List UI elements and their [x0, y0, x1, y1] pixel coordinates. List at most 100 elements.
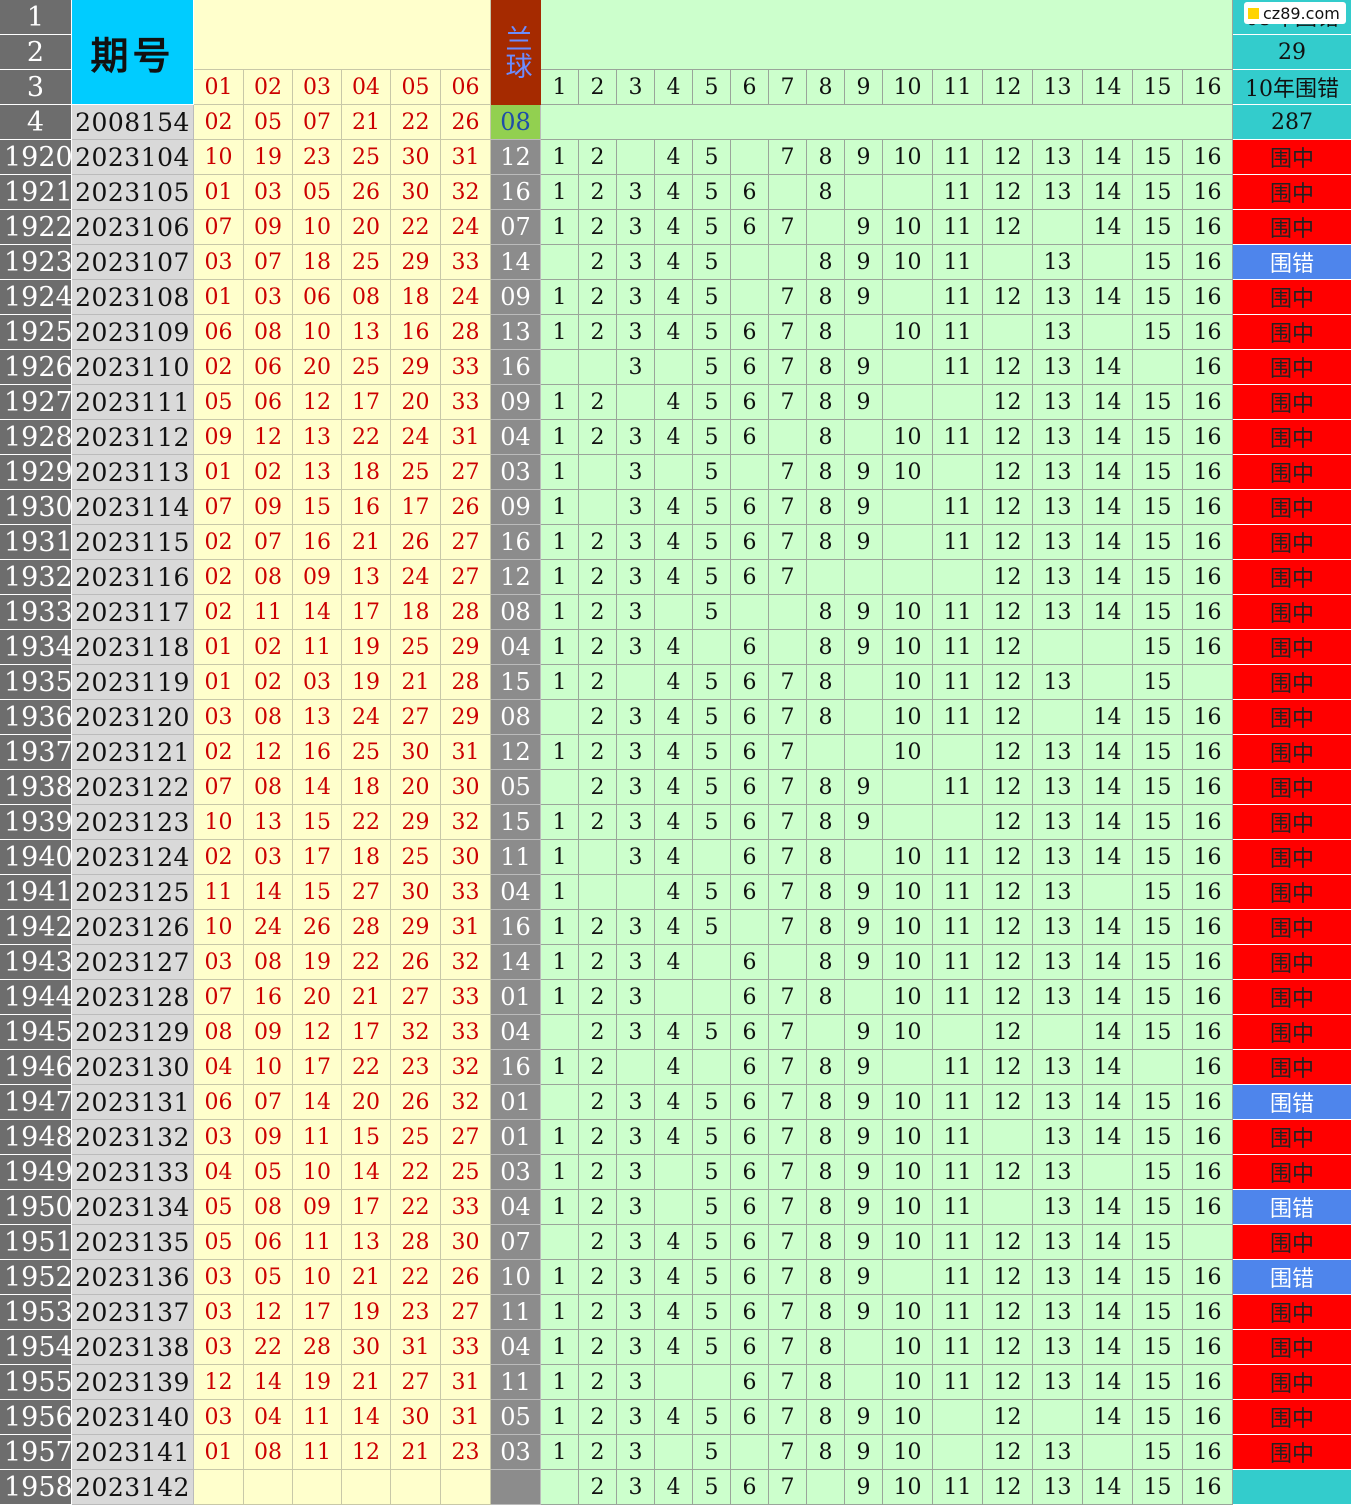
candidate-number-cell: 3	[617, 1365, 655, 1400]
status-cell: 围中	[1233, 1120, 1352, 1155]
candidate-number-cell: 13	[1033, 1225, 1083, 1260]
candidate-number-cell: 16	[1183, 1295, 1233, 1330]
candidate-number-cell	[845, 1365, 883, 1400]
red-ball-cell: 08	[244, 560, 293, 595]
candidate-number-cell: 3	[617, 945, 655, 980]
candidate-number-cell: 13	[1033, 980, 1083, 1015]
candidate-number-cell: 11	[933, 175, 983, 210]
candidate-number-cell: 9	[845, 1470, 883, 1505]
candidate-number-cell	[693, 945, 731, 980]
candidate-number-cell: 4	[655, 1470, 693, 1505]
candidate-number-cell: 7	[769, 840, 807, 875]
red-ball-cell: 18	[342, 840, 391, 875]
red-ball-cell: 01	[194, 175, 244, 210]
red-ball-cell: 06	[244, 350, 293, 385]
red-ball-cell: 19	[342, 665, 391, 700]
candidate-number-cell: 12	[983, 560, 1033, 595]
issue-cell: 2023135	[72, 1225, 194, 1260]
candidate-number-cell	[983, 1190, 1033, 1225]
red-ball-cell: 07	[194, 490, 244, 525]
candidate-number-cell: 2	[579, 1050, 617, 1085]
candidate-number-cell: 16	[1183, 805, 1233, 840]
row-number: 3	[0, 70, 72, 105]
issue-cell: 2023141	[72, 1435, 194, 1470]
candidate-number-cell: 13	[1033, 910, 1083, 945]
candidate-number-cell	[655, 980, 693, 1015]
candidate-number-cell: 4	[655, 770, 693, 805]
candidate-number-cell: 1	[541, 525, 579, 560]
red-ball-cell: 07	[194, 770, 244, 805]
issue-column-header: 期号	[72, 0, 194, 105]
red-ball-cell: 15	[293, 805, 342, 840]
candidate-number-cell: 1	[541, 805, 579, 840]
candidate-number-cell: 6	[731, 560, 769, 595]
candidate-number-cell: 4	[655, 700, 693, 735]
blue-ball-cell: 13	[491, 315, 541, 350]
candidate-number-cell: 13	[1033, 840, 1083, 875]
row-number: 4	[0, 105, 72, 140]
row-number: 1936	[0, 700, 72, 735]
candidate-number-cell: 8	[807, 910, 845, 945]
candidate-number-cell	[983, 245, 1033, 280]
candidate-number-cell: 12	[983, 770, 1033, 805]
candidate-number-cell: 3	[617, 1155, 655, 1190]
issue-cell: 2023106	[72, 210, 194, 245]
candidate-number-cell	[579, 350, 617, 385]
blue-ball-cell: 11	[491, 1365, 541, 1400]
candidate-number-cell: 6	[731, 1365, 769, 1400]
status-cell: 围中	[1233, 350, 1352, 385]
candidate-number-cell: 16	[1183, 945, 1233, 980]
status-cell: 围中	[1233, 175, 1352, 210]
candidate-number-cell: 15	[1133, 770, 1183, 805]
red-ball-cell: 17	[293, 840, 342, 875]
red-ball-cell: 19	[342, 630, 391, 665]
candidate-number-cell: 4	[655, 1400, 693, 1435]
candidate-number-cell: 10	[883, 840, 933, 875]
candidate-number-cell: 14	[1083, 140, 1133, 175]
candidate-number-cell: 2	[579, 1225, 617, 1260]
candidate-number-cell: 14	[1083, 1470, 1133, 1505]
red-ball-cell: 24	[391, 560, 441, 595]
candidate-number-cell	[883, 175, 933, 210]
candidate-number-cell: 15	[1133, 280, 1183, 315]
issue-cell: 2023130	[72, 1050, 194, 1085]
candidate-number-cell: 1	[541, 1435, 579, 1470]
red-ball-cell: 20	[342, 1085, 391, 1120]
status-cell: 围错	[1233, 1190, 1352, 1225]
red-ball-cell	[244, 1470, 293, 1505]
candidate-number-cell	[933, 805, 983, 840]
candidate-number-cell	[579, 840, 617, 875]
candidate-number-cell: 8	[807, 980, 845, 1015]
candidate-number-cell: 12	[983, 1155, 1033, 1190]
candidate-number-cell: 14	[1083, 560, 1133, 595]
candidate-number-cell: 11	[933, 1470, 983, 1505]
row-number: 1923	[0, 245, 72, 280]
candidate-number-cell: 2	[579, 140, 617, 175]
candidate-number-cell: 7	[769, 385, 807, 420]
candidate-number-cell: 12	[983, 910, 1033, 945]
candidate-number-cell	[1183, 1225, 1233, 1260]
candidate-number-cell: 8	[807, 1365, 845, 1400]
blue-column-header: 兰球	[491, 0, 541, 105]
candidate-number-cell: 10	[883, 875, 933, 910]
candidate-number-cell: 9	[845, 630, 883, 665]
red-ball-cell: 25	[342, 350, 391, 385]
candidate-number-cell	[1033, 630, 1083, 665]
issue-cell: 2023114	[72, 490, 194, 525]
candidate-number-cell	[541, 1015, 579, 1050]
red-ball-cell: 18	[293, 245, 342, 280]
red-ball-cell: 07	[194, 980, 244, 1015]
row-number: 1945	[0, 1015, 72, 1050]
candidate-number-cell	[617, 665, 655, 700]
candidate-number-cell: 9	[845, 875, 883, 910]
candidate-number-cell	[933, 1435, 983, 1470]
candidate-number-cell: 8	[807, 1050, 845, 1085]
candidate-number-cell: 16	[1183, 1085, 1233, 1120]
candidate-number-cell: 14	[1083, 1400, 1133, 1435]
candidate-number-cell: 3	[617, 525, 655, 560]
candidate-number-cell: 1	[541, 735, 579, 770]
red-ball-cell: 24	[342, 700, 391, 735]
red-ball-cell: 12	[293, 385, 342, 420]
blue-ball-cell: 16	[491, 525, 541, 560]
